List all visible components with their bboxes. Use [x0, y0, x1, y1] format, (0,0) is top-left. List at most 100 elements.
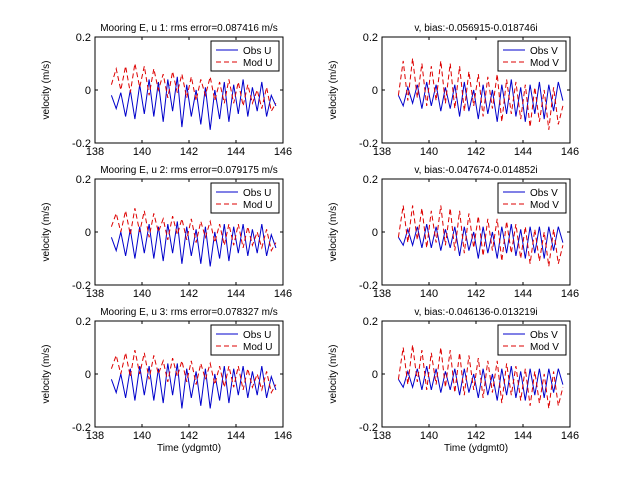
- x-tick-label: 146: [561, 288, 579, 300]
- x-tick-label: 146: [561, 146, 579, 158]
- subplot-1: 138 140 142 144 146 -0.2 0 0.2 Mooring E, u 1: r…: [41, 23, 292, 158]
- x-tick-label: 146: [561, 430, 579, 442]
- y-tick-label: -0.2: [359, 280, 378, 292]
- x-tick-label: 142: [180, 288, 198, 300]
- x-tick-label: 144: [514, 146, 532, 158]
- legend-label: Mod V: [530, 58, 559, 69]
- legend-label: Mod U: [243, 58, 272, 69]
- y-tick-label: -0.2: [359, 138, 378, 150]
- x-tick-label: 142: [180, 430, 198, 442]
- series-line-mod-u: [110, 208, 277, 252]
- x-tick-label: 144: [227, 288, 245, 300]
- legend-label: Obs U: [243, 330, 271, 341]
- legend-label: Mod V: [530, 200, 559, 211]
- y-tick-label: 0: [372, 369, 378, 381]
- series-line-obs-u: [110, 76, 277, 130]
- legend-label: Obs U: [243, 46, 271, 57]
- series-line-obs-u: [110, 221, 277, 267]
- y-tick-label: 0.2: [363, 316, 378, 328]
- y-tick-label: -0.2: [72, 138, 91, 150]
- x-tick-label: 142: [467, 288, 485, 300]
- x-tick-label: 138: [86, 146, 104, 158]
- x-tick-label: 144: [227, 146, 245, 158]
- series-line-obs-v: [397, 366, 564, 401]
- subplot-6: 138 140 142 144 146 -0.2 0 0.2 v, bias:-0.046136…: [328, 307, 579, 454]
- y-tick-label: -0.2: [359, 422, 378, 434]
- subplot-title: v, bias:-0.056915-0.018746i: [414, 23, 537, 34]
- x-tick-label: 142: [467, 146, 485, 158]
- series-line-mod-u: [110, 350, 277, 394]
- y-tick-label: 0.2: [363, 174, 378, 186]
- x-tick-label: 140: [420, 430, 438, 442]
- subplot-title: Mooring E, u 1: rms error=0.087416 m/s: [100, 23, 278, 34]
- series-line-mod-v: [397, 344, 564, 409]
- subplot-title: v, bias:-0.047674-0.014852i: [414, 165, 537, 176]
- legend-label: Mod V: [530, 342, 559, 353]
- y-tick-label: -0.2: [72, 422, 91, 434]
- y-tick-label: 0: [372, 85, 378, 97]
- x-tick-label: 144: [514, 430, 532, 442]
- legend-box: [210, 40, 280, 72]
- y-tick-label: 0.2: [363, 32, 378, 44]
- y-axis-label: velocity (m/s): [328, 203, 339, 262]
- x-tick-label: 140: [133, 288, 151, 300]
- legend-box: [497, 40, 567, 72]
- subplot-title: Mooring E, u 3: rms error=0.078327 m/s: [100, 307, 278, 318]
- legend-label: Mod U: [243, 200, 272, 211]
- x-tick-label: 138: [373, 288, 391, 300]
- x-tick-label: 140: [420, 288, 438, 300]
- x-axis-label: Time (ydgmt0): [444, 443, 508, 454]
- y-tick-label: 0: [85, 369, 91, 381]
- subplot-2: 138 140 142 144 146 -0.2 0 0.2 v, bias:-0.056915…: [328, 23, 579, 158]
- x-tick-label: 138: [86, 430, 104, 442]
- legend-box: [497, 324, 567, 356]
- legend-box: [210, 324, 280, 356]
- subplot-4: 138 140 142 144 146 -0.2 0 0.2 v, bias:-0.047674…: [328, 165, 579, 300]
- y-axis-label: velocity (m/s): [41, 203, 52, 262]
- x-tick-label: 142: [180, 146, 198, 158]
- series-line-mod-u: [110, 63, 277, 113]
- subplot-3: 138 140 142 144 146 -0.2 0 0.2 Mooring E, u 2: r…: [41, 165, 292, 300]
- subplot-title: v, bias:-0.046136-0.013219i: [414, 307, 537, 318]
- x-tick-label: 140: [420, 146, 438, 158]
- subplot-title: Mooring E, u 2: rms error=0.079175 m/s: [100, 165, 278, 176]
- legend-label: Mod U: [243, 342, 272, 353]
- y-axis-label: velocity (m/s): [328, 61, 339, 120]
- y-tick-label: 0.2: [76, 316, 91, 328]
- y-tick-label: 0: [372, 227, 378, 239]
- subplot-5: 138 140 142 144 146 -0.2 0 0.2 Mooring E, u 3: r…: [41, 307, 292, 454]
- y-tick-label: -0.2: [72, 280, 91, 292]
- x-tick-label: 144: [514, 288, 532, 300]
- y-tick-label: 0: [85, 85, 91, 97]
- series-line-obs-v: [397, 79, 564, 122]
- legend-box: [210, 182, 280, 214]
- x-tick-label: 138: [373, 146, 391, 158]
- legend-box: [497, 182, 567, 214]
- x-tick-label: 138: [373, 430, 391, 442]
- y-axis-label: velocity (m/s): [328, 345, 339, 404]
- series-line-mod-v: [397, 58, 564, 130]
- legend-label: Obs V: [530, 46, 558, 57]
- x-tick-label: 144: [227, 430, 245, 442]
- y-axis-label: velocity (m/s): [41, 345, 52, 404]
- x-tick-label: 146: [274, 146, 292, 158]
- x-axis-label: Time (ydgmt0): [157, 443, 221, 454]
- x-tick-label: 146: [274, 430, 292, 442]
- x-tick-label: 140: [133, 430, 151, 442]
- y-tick-label: 0.2: [76, 32, 91, 44]
- x-tick-label: 142: [467, 430, 485, 442]
- x-tick-label: 140: [133, 146, 151, 158]
- x-tick-label: 138: [86, 288, 104, 300]
- series-line-obs-v: [397, 224, 564, 259]
- legend-label: Obs V: [530, 330, 558, 341]
- y-axis-label: velocity (m/s): [41, 61, 52, 120]
- y-tick-label: 0.2: [76, 174, 91, 186]
- series-line-mod-v: [397, 205, 564, 267]
